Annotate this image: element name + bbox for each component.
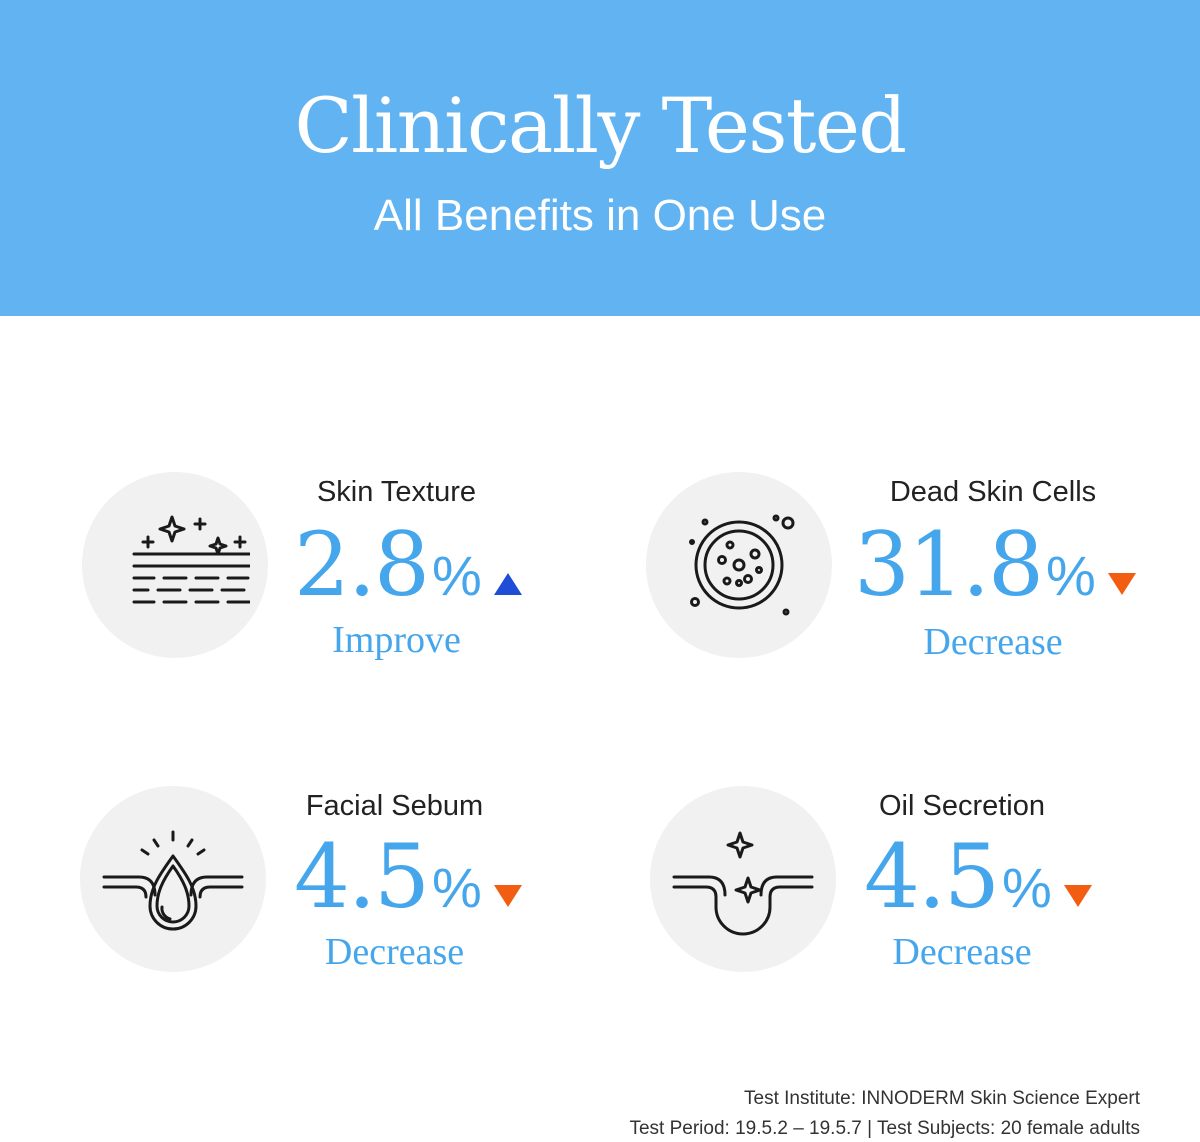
dead-skin-cells-icon <box>689 514 795 616</box>
benefit-label: Facial Sebum <box>305 790 484 822</box>
benefit-value: 2.8 <box>294 513 430 616</box>
percent-sign: % <box>431 544 482 607</box>
trend-up-icon <box>493 573 522 595</box>
benefit-value: 31.8 <box>854 513 1044 616</box>
benefit-value-row: 4.5% <box>864 832 1092 922</box>
footnote-institute: Test Institute: INNODERM Skin Science Ex… <box>744 1088 1140 1109</box>
benefit-value: 4.5 <box>294 825 430 928</box>
benefit-skin-texture: Skin Texture 2.8% Improve <box>82 472 642 672</box>
oil-secretion-pore-icon <box>672 831 814 936</box>
skin-texture-icon-circle <box>82 472 268 658</box>
header-banner: Clinically Tested All Benefits in One Us… <box>0 0 1200 316</box>
trend-down-icon <box>493 885 522 907</box>
benefit-facial-sebum: Facial Sebum 4.5% Decrease <box>80 786 640 986</box>
benefit-label: Dead Skin Cells <box>889 476 1097 508</box>
oil-secretion-icon-circle <box>650 786 836 972</box>
benefit-direction: Decrease <box>324 931 465 973</box>
dead-skin-cells-icon-circle <box>646 472 832 658</box>
sebum-icon-circle <box>80 786 266 972</box>
sebum-droplet-icon <box>102 830 244 931</box>
benefit-direction: Decrease <box>892 931 1032 973</box>
benefit-value-row: 2.8% <box>294 520 522 610</box>
benefit-value-row: 4.5% <box>294 832 522 922</box>
page-title: Clinically Tested <box>294 81 907 170</box>
benefit-direction: Decrease <box>923 621 1063 663</box>
percent-sign: % <box>1001 856 1052 919</box>
benefit-direction: Improve <box>332 619 461 661</box>
skin-texture-icon <box>132 515 250 604</box>
benefit-value: 4.5 <box>864 825 1000 928</box>
benefit-value-row: 31.8% <box>854 520 1136 610</box>
trend-down-icon <box>1107 573 1136 595</box>
benefit-label: Oil Secretion <box>878 790 1045 822</box>
footnote-period-subjects: Test Period: 19.5.2 – 19.5.7 | Test Subj… <box>629 1118 1140 1139</box>
benefit-dead-skin-cells: Dead Skin Cells 31.8% Decrease <box>646 472 1200 672</box>
benefit-label: Skin Texture <box>316 476 477 508</box>
page-subtitle: All Benefits in One Use <box>373 191 827 240</box>
benefit-oil-secretion: Oil Secretion 4.5% Decrease <box>650 786 1200 986</box>
percent-sign: % <box>431 856 482 919</box>
percent-sign: % <box>1045 544 1096 607</box>
trend-down-icon <box>1063 885 1092 907</box>
